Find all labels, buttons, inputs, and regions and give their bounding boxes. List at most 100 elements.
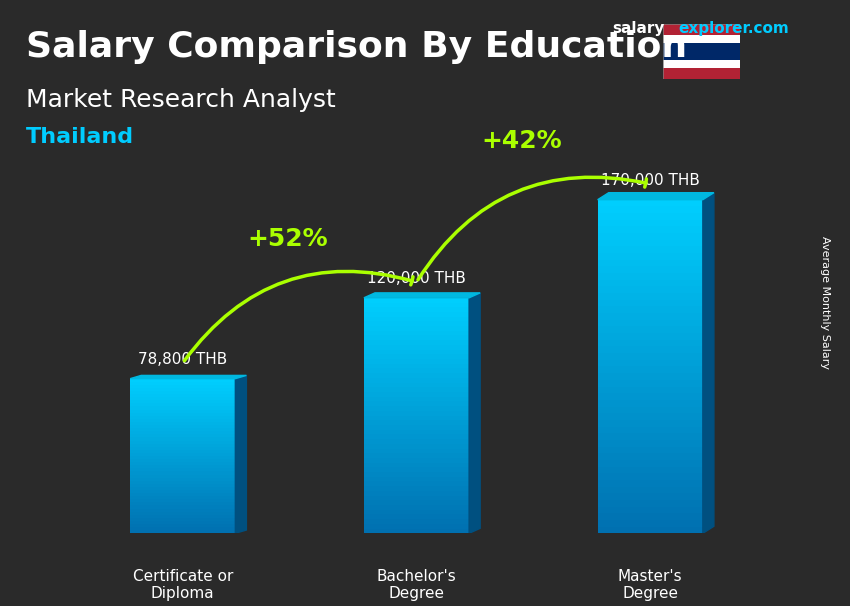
Bar [130,462,235,465]
Bar [364,425,469,430]
Bar [130,419,235,422]
Bar [130,401,235,404]
Bar [598,407,703,413]
Text: Master's
Degree: Master's Degree [618,568,683,601]
Bar [130,453,235,456]
Bar [130,382,235,385]
Bar [364,312,469,317]
Bar [130,514,235,518]
Bar [130,394,235,397]
Bar [598,347,703,353]
Bar [130,425,235,428]
Bar [598,267,703,273]
Bar [130,465,235,468]
Bar [364,336,469,340]
Bar [364,467,469,472]
Text: 120,000 THB: 120,000 THB [367,271,466,286]
Bar [130,487,235,490]
Bar [364,364,469,368]
Bar [364,458,469,462]
Text: salary: salary [612,21,665,36]
Bar [598,247,703,253]
Bar [364,477,469,482]
Text: Thailand: Thailand [26,127,133,147]
Bar [130,518,235,521]
Bar [364,435,469,439]
Bar [130,447,235,450]
Bar [130,444,235,447]
Bar [130,428,235,431]
Bar [364,307,469,312]
Bar [130,385,235,388]
Bar [364,510,469,514]
Bar [598,320,703,327]
Bar [598,213,703,220]
Bar [598,453,703,460]
Bar [364,387,469,392]
Bar [364,496,469,501]
Bar [364,368,469,373]
Bar [598,307,703,313]
Bar [598,440,703,447]
Bar [598,233,703,240]
Bar [364,392,469,397]
Bar [364,524,469,528]
Bar [130,496,235,499]
Polygon shape [598,193,714,200]
Bar [598,280,703,287]
Bar [598,500,703,507]
Bar [598,340,703,347]
Bar [598,253,703,260]
Bar [598,467,703,473]
Bar [364,302,469,307]
Bar [598,487,703,493]
Text: Bachelor's
Degree: Bachelor's Degree [377,568,456,601]
Bar [364,406,469,411]
Bar [598,527,703,533]
Bar [364,411,469,416]
Bar [130,502,235,505]
Bar [364,350,469,355]
Bar [598,220,703,227]
Bar [598,240,703,247]
Bar [130,422,235,425]
Bar [598,447,703,453]
Bar [598,360,703,367]
Bar [364,416,469,420]
Bar [598,353,703,360]
Bar [130,484,235,487]
Bar [130,379,235,382]
Text: 170,000 THB: 170,000 THB [601,173,700,188]
Bar [130,527,235,530]
Bar [130,397,235,401]
Bar [364,472,469,477]
Bar [364,491,469,496]
Bar [130,450,235,453]
Bar [364,439,469,444]
Bar [598,287,703,293]
Bar [598,493,703,500]
Bar [598,473,703,480]
Bar [130,391,235,394]
Bar [130,530,235,533]
Bar [598,273,703,280]
Bar [598,300,703,307]
Bar [364,448,469,453]
Bar [364,519,469,524]
Text: Salary Comparison By Education: Salary Comparison By Education [26,30,687,64]
Bar [364,397,469,401]
Bar [364,486,469,491]
Bar [598,420,703,427]
Bar [364,505,469,510]
Bar [364,345,469,350]
Bar [598,380,703,387]
Bar [598,333,703,340]
Text: +42%: +42% [481,129,562,153]
Bar [598,400,703,407]
Bar [364,430,469,435]
Bar [130,524,235,527]
Bar [598,480,703,487]
Bar [598,367,703,373]
Bar [598,313,703,320]
Bar [130,511,235,514]
